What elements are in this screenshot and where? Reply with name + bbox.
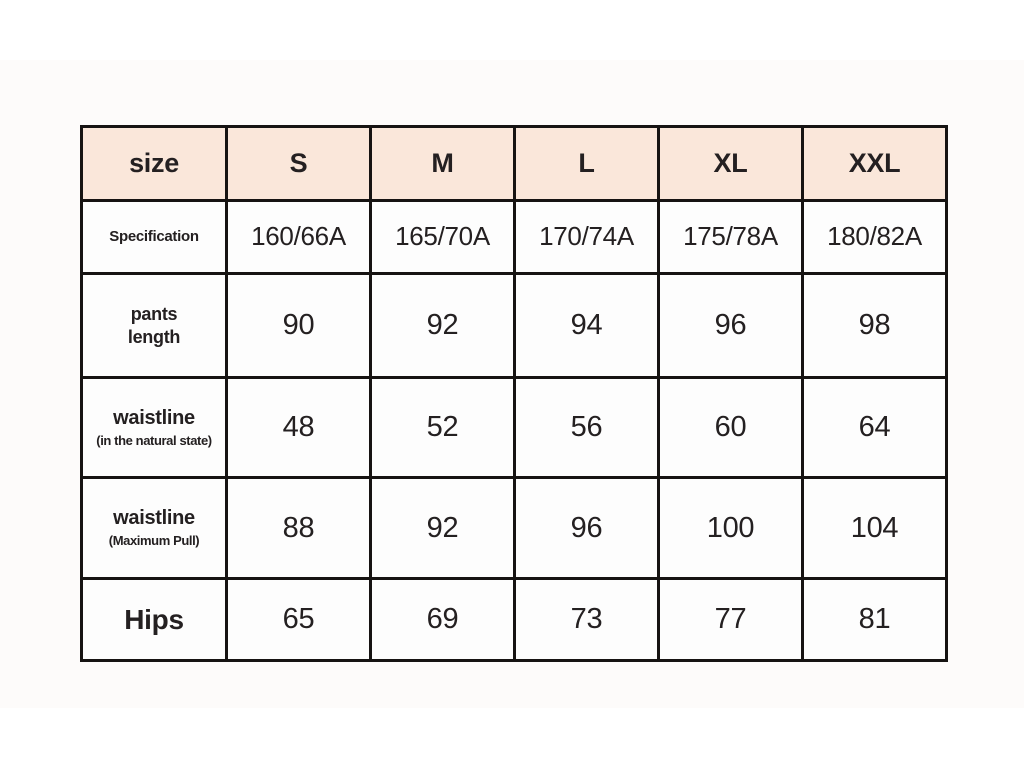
- table-row-pants-length: pants length 90 92 94 96 98: [80, 272, 948, 380]
- value-cell: 175/78A: [657, 198, 804, 276]
- value-cell: 92: [369, 476, 516, 580]
- corner-header-size: size: [80, 125, 228, 202]
- value-cell: 170/74A: [513, 198, 660, 276]
- size-header-xxl: XXL: [801, 125, 948, 202]
- value-cell: 81: [801, 576, 948, 663]
- value-cell: 96: [513, 476, 660, 580]
- value-cell: 88: [225, 476, 372, 580]
- value-cell: 96: [657, 272, 804, 380]
- table-row-hips: Hips 65 69 73 77 81: [80, 576, 948, 663]
- value-cell: 165/70A: [369, 198, 516, 276]
- size-header-s: S: [225, 125, 372, 202]
- row-label-pants-length: pants length: [80, 272, 228, 380]
- value-cell: 48: [225, 376, 372, 480]
- value-cell: 64: [801, 376, 948, 480]
- value-cell: 100: [657, 476, 804, 580]
- value-cell: 52: [369, 376, 516, 480]
- value-cell: 98: [801, 272, 948, 380]
- value-cell: 56: [513, 376, 660, 480]
- value-cell: 60: [657, 376, 804, 480]
- value-cell: 160/66A: [225, 198, 372, 276]
- size-header-m: M: [369, 125, 516, 202]
- value-cell: 180/82A: [801, 198, 948, 276]
- row-label-specification: Specification: [80, 198, 228, 276]
- table-row-waistline-max: waistline (Maximum Pull) 88 92 96 100 10…: [80, 476, 948, 580]
- table-row-specification: Specification 160/66A 165/70A 170/74A 17…: [80, 198, 948, 276]
- header-row: size S M L XL XXL: [80, 125, 948, 202]
- value-cell: 94: [513, 272, 660, 380]
- size-header-l: L: [513, 125, 660, 202]
- value-cell: 104: [801, 476, 948, 580]
- size-chart-table: size S M L XL XXL Specification 160/66A …: [80, 125, 948, 663]
- size-header-xl: XL: [657, 125, 804, 202]
- value-cell: 69: [369, 576, 516, 663]
- table-row-waistline-natural: waistline (in the natural state) 48 52 5…: [80, 376, 948, 480]
- value-cell: 77: [657, 576, 804, 663]
- value-cell: 90: [225, 272, 372, 380]
- value-cell: 65: [225, 576, 372, 663]
- value-cell: 92: [369, 272, 516, 380]
- row-label-waistline-max: waistline (Maximum Pull): [80, 476, 228, 580]
- size-title: size: [129, 147, 179, 178]
- value-cell: 73: [513, 576, 660, 663]
- row-label-waistline-natural: waistline (in the natural state): [80, 376, 228, 480]
- row-label-hips: Hips: [80, 576, 228, 663]
